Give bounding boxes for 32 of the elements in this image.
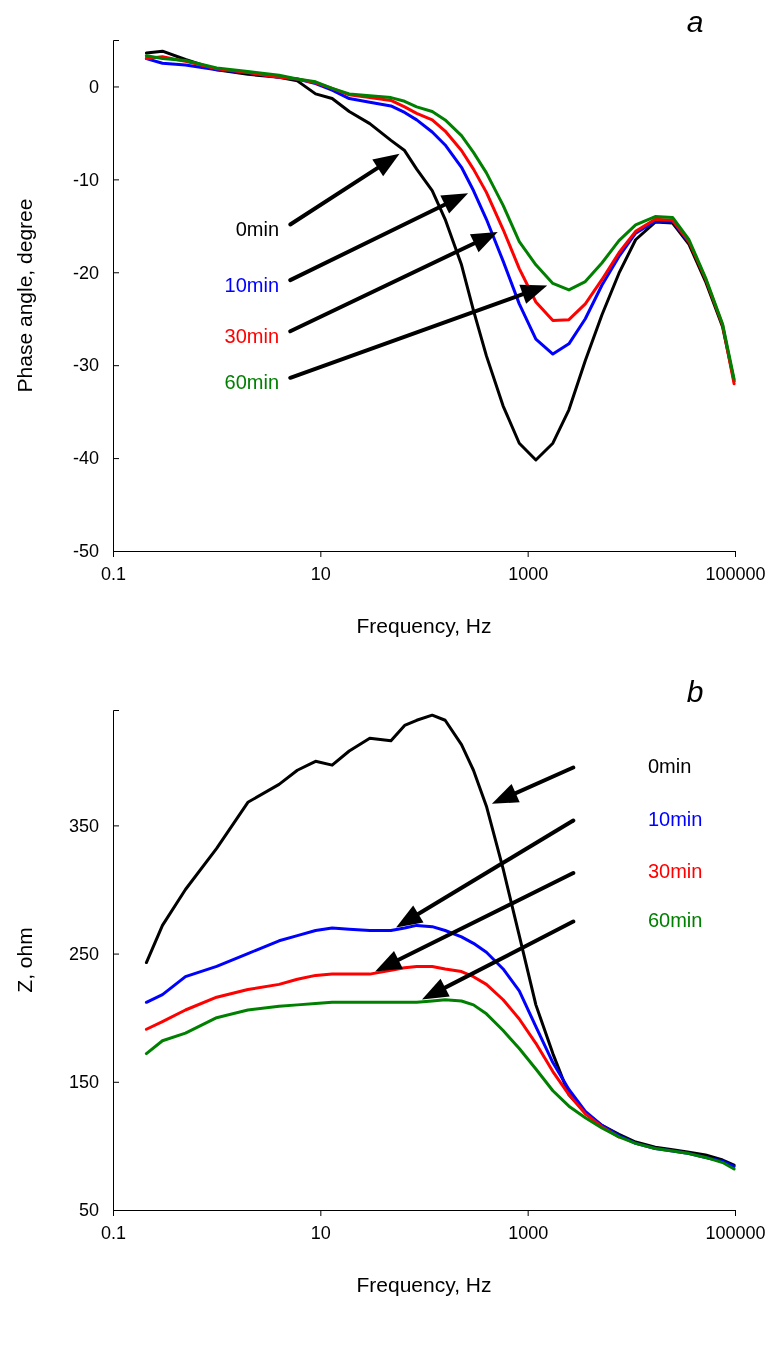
y-tick-label: -20: [72, 262, 99, 283]
y-tick-label: -30: [72, 355, 99, 376]
x-tick-label: 10: [310, 563, 331, 584]
x-tick-label: 0.1: [100, 563, 127, 584]
x-tick-label: 10: [310, 1222, 331, 1243]
chart-title: b: [686, 675, 704, 708]
text: 30min: [647, 860, 703, 883]
x-tick-label: 100000: [705, 563, 766, 584]
x-axis-title: Frequency, Hz: [356, 614, 492, 637]
x-tick-label: 0.1: [100, 1222, 127, 1243]
text: 0min: [647, 754, 692, 777]
text: 60min: [224, 371, 280, 394]
y-tick-label: -50: [72, 541, 99, 562]
y-tick-label: -40: [72, 448, 99, 469]
y-tick-label: 250: [68, 943, 99, 964]
y-axis-title: Z, ohm: [13, 927, 36, 993]
x-tick-label: 1000: [508, 1222, 549, 1243]
y-axis-title: Phase angle, degree: [13, 198, 36, 393]
y-tick-label: 350: [68, 815, 99, 836]
x-tick-label: 1000: [508, 563, 549, 584]
chart-title: a: [686, 5, 704, 38]
text: 10min: [224, 273, 280, 296]
text: 30min: [224, 324, 280, 347]
y-tick-label: 0: [88, 76, 99, 97]
y-tick-label: -10: [72, 169, 99, 190]
x-tick-label: 100000: [705, 1222, 766, 1243]
y-tick-label: 50: [78, 1200, 99, 1221]
text: 10min: [647, 807, 703, 830]
text: 60min: [647, 908, 703, 931]
text: 0min: [235, 217, 280, 240]
y-tick-label: 150: [68, 1072, 99, 1093]
x-axis-title: Frequency, Hz: [356, 1273, 492, 1296]
